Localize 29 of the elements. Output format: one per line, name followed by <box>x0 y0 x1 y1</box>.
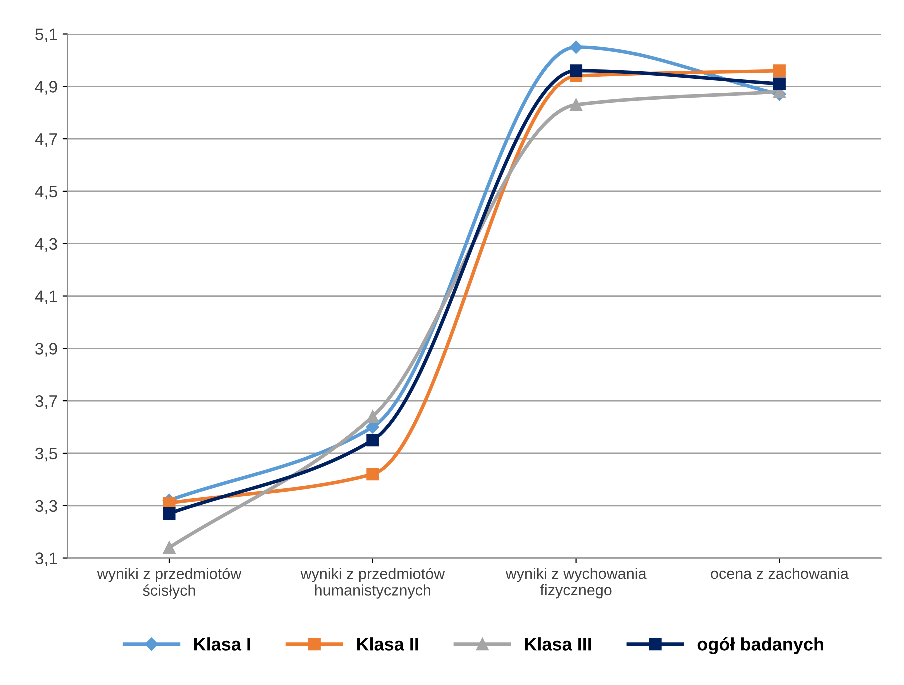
y-tick-label: 4,9 <box>35 81 58 95</box>
x-tick-label: wyniki z przedmiotów humanistycznych <box>300 568 446 599</box>
y-tick-label: 3,5 <box>36 448 58 462</box>
y-tick-label: 3,3 <box>36 500 58 514</box>
y-tick-label: 3,9 <box>36 343 58 357</box>
point <box>366 468 380 481</box>
x-tick-label: wyniki z wychowania fizycznego <box>506 568 647 599</box>
point <box>773 78 786 90</box>
legend-label: ogół badanych <box>698 637 824 654</box>
point <box>366 410 380 424</box>
legend-label: Klasa III <box>525 638 592 651</box>
point <box>570 98 583 112</box>
point <box>570 40 583 54</box>
y-tick-label: 4,7 <box>35 134 58 148</box>
legend-label: Klasa II <box>357 638 418 651</box>
y-tick-label: 3,1 <box>36 552 58 566</box>
point <box>570 64 583 78</box>
point <box>163 507 176 520</box>
y-tick-label: 5,1 <box>36 28 58 42</box>
legend-label: Klasa I <box>194 638 250 651</box>
y-tick-label: 3,7 <box>36 395 58 410</box>
point <box>366 434 380 447</box>
y-tick-label: 4,1 <box>35 290 58 304</box>
x-tick-label: wyniki z przedmiotów ścisłych <box>97 568 242 600</box>
point <box>163 542 176 554</box>
point <box>773 64 786 78</box>
y-tick-label: 4,5 <box>35 186 58 200</box>
x-tick-label: ocena z zachowania <box>711 568 849 580</box>
y-tick-label: 4,3 <box>35 238 58 252</box>
